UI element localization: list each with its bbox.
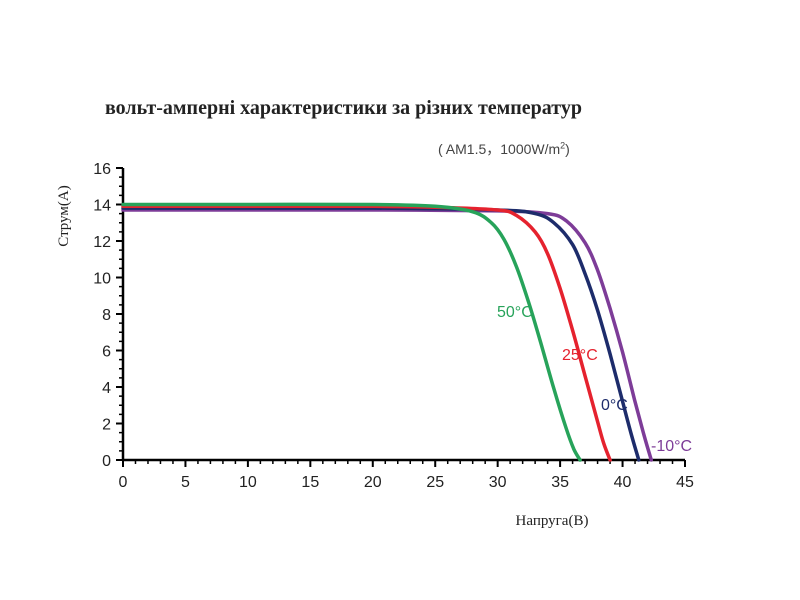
y-tick-label: 0 <box>102 453 111 470</box>
subtitle-superscript: 2 <box>560 140 566 151</box>
series-line-4 <box>121 208 654 462</box>
y-tick-label: 16 <box>93 161 111 178</box>
series-line-3 <box>121 206 641 462</box>
series-label-4: -10°C <box>651 438 692 455</box>
x-tick-label: 15 <box>301 474 319 491</box>
chart-title: вольт-амперні характеристики за різних т… <box>105 97 582 119</box>
x-tick-label: 30 <box>489 474 507 491</box>
subtitle-prefix: ( AM1.5，1000W/m <box>438 141 561 157</box>
x-tick-label: 45 <box>676 474 694 491</box>
chart-subtitle: ( AM1.5，1000W/m2) <box>438 139 570 159</box>
series-line-1 <box>121 202 582 462</box>
x-axis-title: Напруга(В) <box>516 513 589 529</box>
series-layer <box>121 202 654 462</box>
series-label-1: 50°C <box>497 304 533 321</box>
series-label-2: 25°C <box>562 347 598 364</box>
x-tick-label: 35 <box>551 474 569 491</box>
y-tick-label: 4 <box>102 380 111 397</box>
x-tick-label: 25 <box>426 474 444 491</box>
chart-title-container: вольт-амперні характеристики за різних т… <box>105 97 582 120</box>
y-tick-label: 6 <box>102 344 111 361</box>
series-label-3: 0°C <box>601 397 628 414</box>
y-tick-label: 10 <box>93 271 111 288</box>
series-labels: 50°C 25°C 0°C -10°C <box>497 304 692 455</box>
x-tick-label: 10 <box>239 474 257 491</box>
y-axis-title: Струм(А) <box>56 185 72 246</box>
series-line-2 <box>121 204 612 462</box>
subtitle-suffix: ) <box>565 141 570 157</box>
x-tick-label: 20 <box>364 474 382 491</box>
y-tick-label: 2 <box>102 417 111 434</box>
y-tick-label: 8 <box>102 307 111 324</box>
y-tick-label: 14 <box>93 198 111 215</box>
y-tick-label: 12 <box>93 234 111 251</box>
x-tick-label: 40 <box>614 474 632 491</box>
axes: 0 5 10 15 20 25 30 35 40 45 0 2 4 6 8 10 12 14 16 <box>93 161 694 491</box>
x-tick-label: 0 <box>119 474 128 491</box>
x-tick-label: 5 <box>181 474 190 491</box>
